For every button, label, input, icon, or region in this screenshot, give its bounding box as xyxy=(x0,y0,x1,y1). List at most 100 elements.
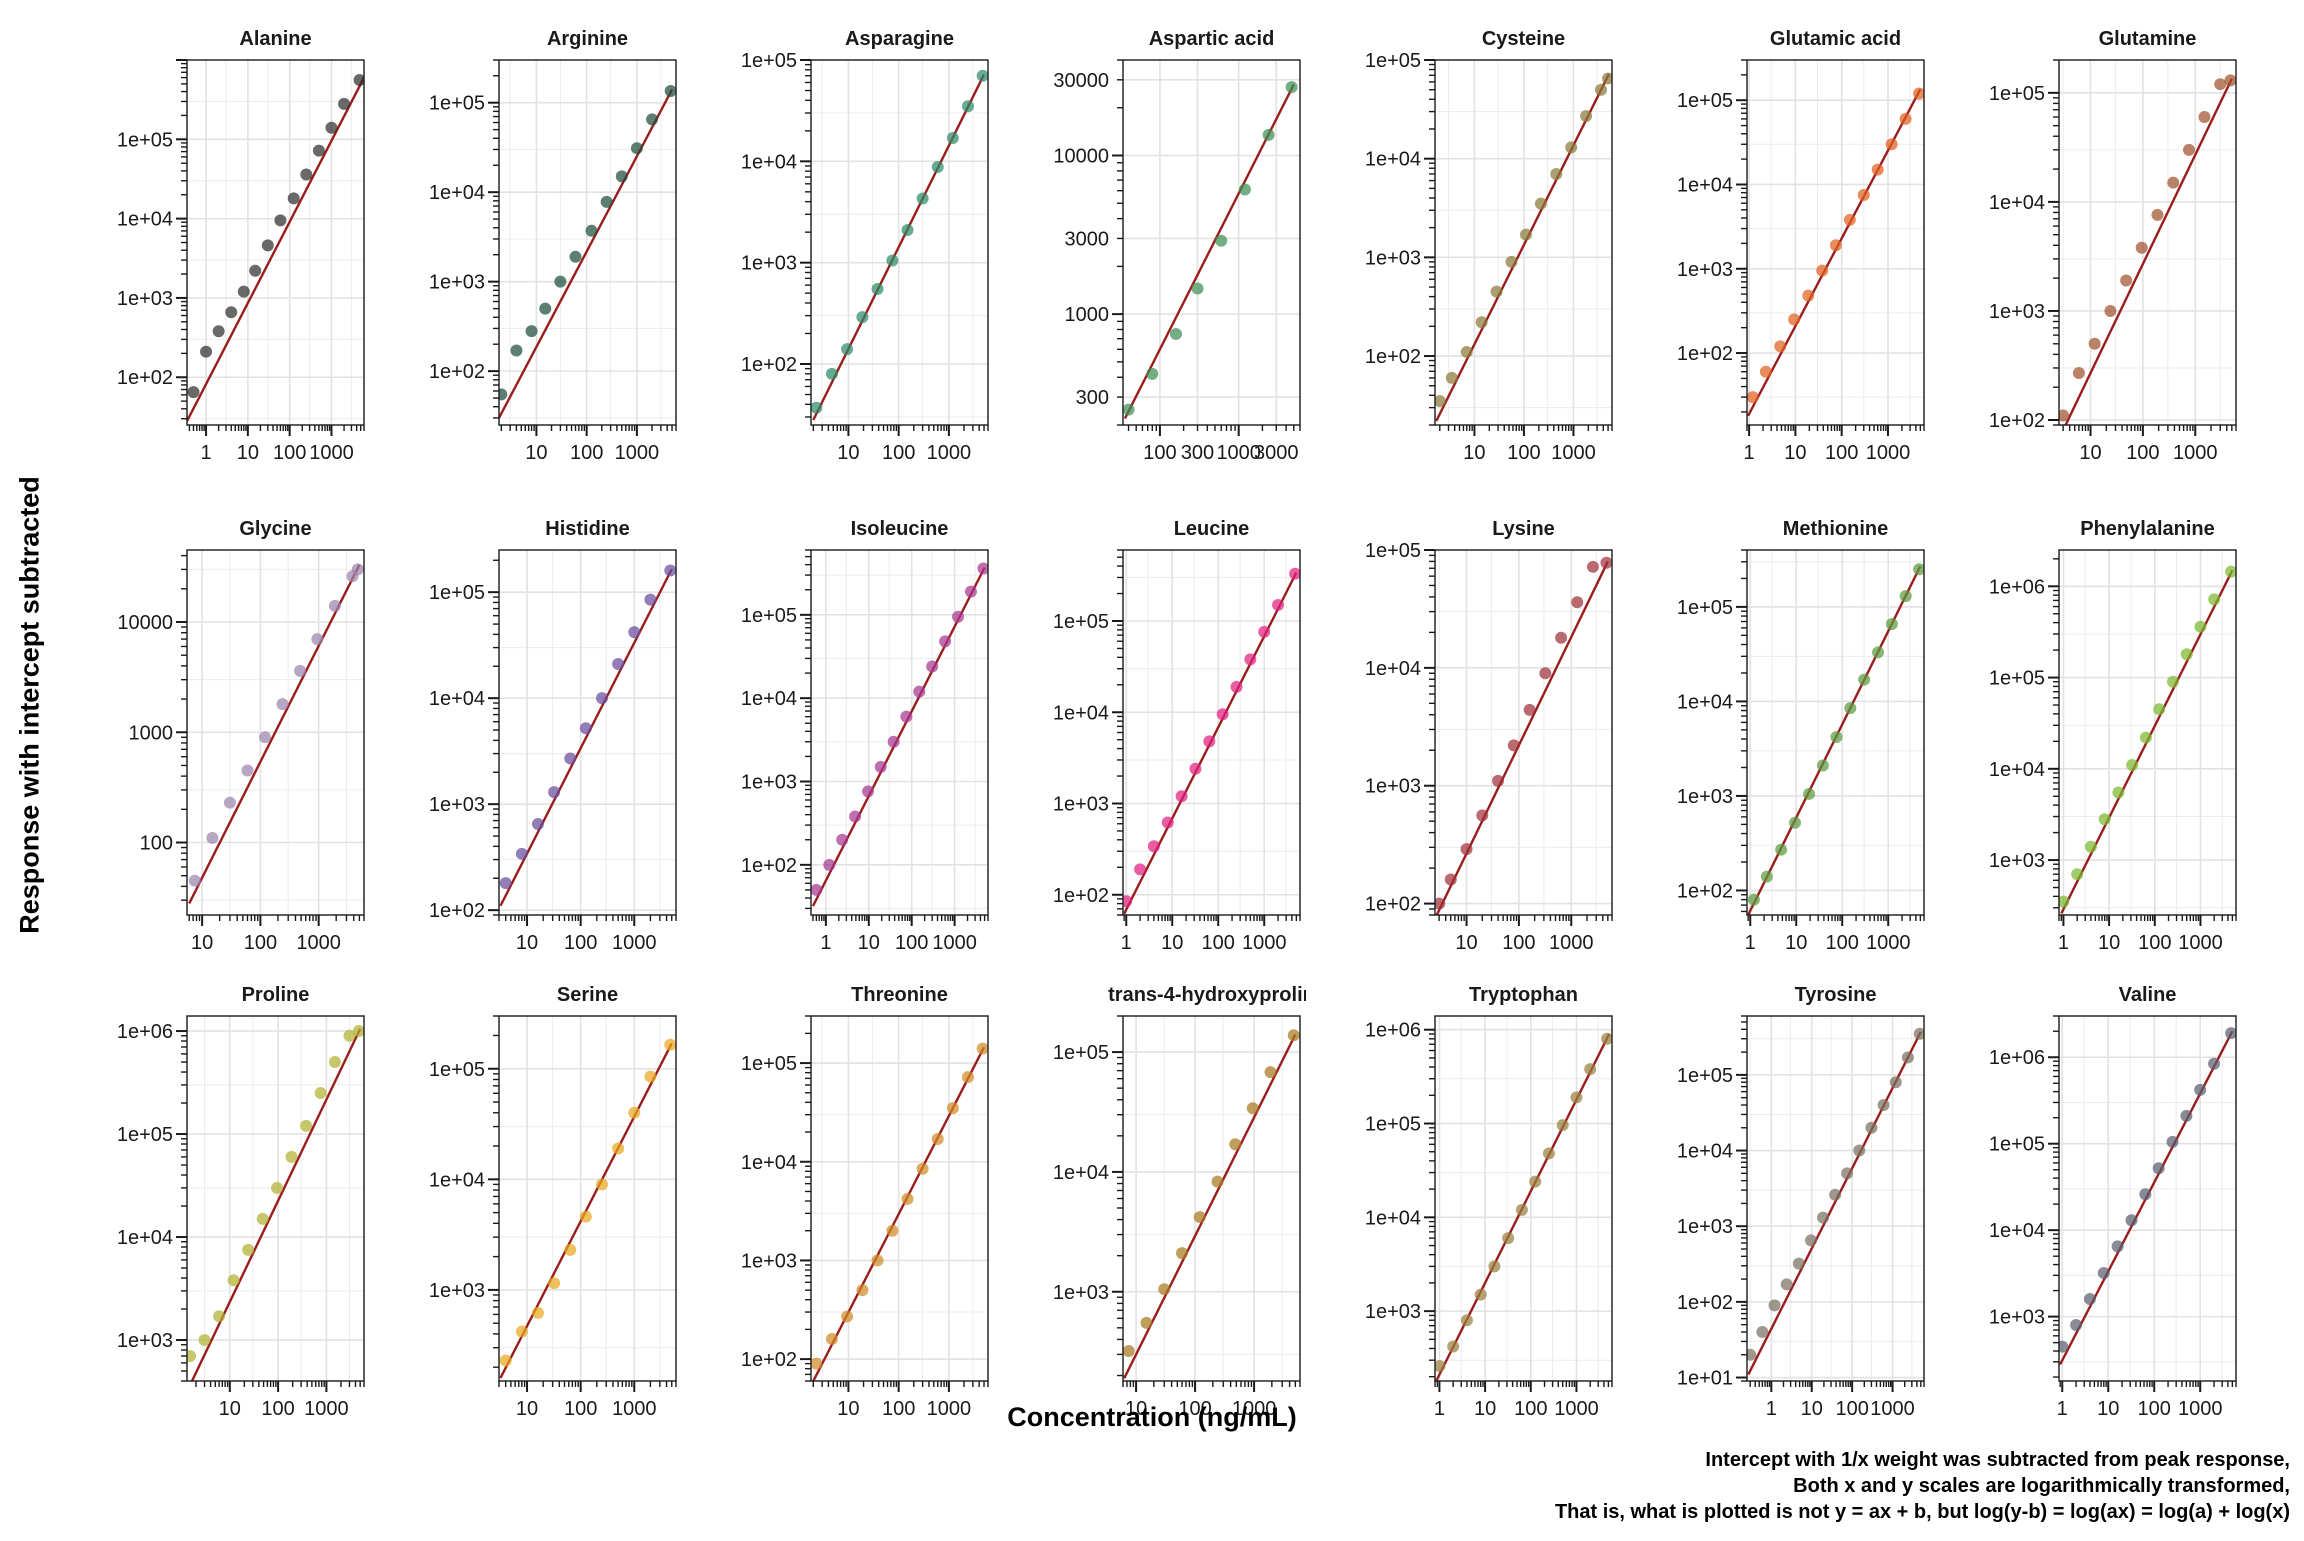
x-tick-label: 10 xyxy=(1161,932,1183,954)
x-axis: 1 10 100 1000 xyxy=(188,425,365,464)
data-point xyxy=(2104,304,2117,317)
data-point xyxy=(1775,843,1788,856)
data-point xyxy=(1492,774,1505,787)
y-tick-label: 1e+04 xyxy=(1989,1220,2045,1242)
data-point xyxy=(1191,282,1204,295)
plot-frame xyxy=(498,549,677,916)
panel-alanine: Alanine 1 10 100 1000 1e+02 1e+03 1e+04 1e+05 xyxy=(117,28,365,464)
data-point xyxy=(1211,1175,1224,1188)
data-point xyxy=(510,344,523,357)
x-tick-label: 100 xyxy=(2138,1398,2171,1420)
x-tick-label: 100 xyxy=(895,932,928,954)
x-axis: 1 10 100 1000 xyxy=(2058,915,2237,954)
fit-line xyxy=(187,77,364,422)
data-point xyxy=(2180,1109,2193,1122)
y-tick-label: 10000 xyxy=(117,612,173,634)
data-point xyxy=(952,610,965,623)
x-axis: 1 10 100 1000 xyxy=(2057,1381,2237,1420)
y-tick-label: 1e+04 xyxy=(1053,702,1109,724)
data-point xyxy=(188,874,201,887)
data-point xyxy=(2059,895,2070,908)
grid xyxy=(1123,550,1300,915)
grid xyxy=(811,1016,988,1381)
data-point xyxy=(1238,183,1251,196)
fit-line xyxy=(811,566,986,907)
data-point xyxy=(1802,289,1815,302)
data-point xyxy=(1805,1234,1818,1247)
data-point xyxy=(962,1071,975,1084)
x-tick-label: 1000 xyxy=(1216,442,1261,464)
data-point xyxy=(900,710,913,723)
data-point xyxy=(2208,593,2221,606)
y-tick-label: 1e+03 xyxy=(1677,786,1733,808)
panel-title: Arginine xyxy=(547,28,628,50)
data-point xyxy=(2059,409,2070,422)
panel-serine: Serine 10 100 1000 1e+03 1e+04 1e+05 xyxy=(429,984,677,1420)
data-point xyxy=(1203,735,1216,748)
panel-leucine: Leucine 1 10 100 1000 1e+02 1e+03 1e+04 1e+05 xyxy=(1053,518,1301,954)
y-axis-title-area: Response with intercept subtracted xyxy=(0,0,60,1410)
data-point xyxy=(2059,1340,2069,1353)
data-point xyxy=(2083,1292,2096,1305)
data-point xyxy=(916,192,929,205)
x-tick-label: 300 xyxy=(1181,442,1214,464)
data-point xyxy=(1123,403,1135,416)
panel-title: Serine xyxy=(557,984,618,1006)
x-tick-label: 10 xyxy=(858,932,880,954)
x-axis: 10 100 1000 xyxy=(2062,425,2237,464)
data-point xyxy=(2112,786,2125,799)
y-axis: 1e+03 1e+04 1e+05 1e+06 xyxy=(1989,558,2059,909)
x-tick-label: 10 xyxy=(1801,1398,1823,1420)
data-point xyxy=(1505,255,1518,268)
data-point xyxy=(1913,87,1924,100)
data-point xyxy=(874,760,887,773)
panel-title: Glycine xyxy=(239,518,311,540)
data-point xyxy=(1913,1027,1924,1040)
y-axis: 1e+02 1e+03 1e+04 1e+05 xyxy=(117,59,187,420)
data-point xyxy=(499,1354,512,1367)
data-point xyxy=(946,131,959,144)
data-point xyxy=(548,1277,561,1290)
data-point xyxy=(946,1102,959,1115)
y-tick-label: 1e+04 xyxy=(429,1169,485,1191)
data-point xyxy=(1601,1032,1612,1045)
data-point xyxy=(836,833,849,846)
y-axis: 1e+03 1e+04 1e+05 xyxy=(1053,1015,1123,1377)
y-axis: 1e+02 1e+03 1e+04 1e+05 xyxy=(429,59,499,419)
data-points xyxy=(1747,563,1924,906)
x-tick-label: 10 xyxy=(1785,932,1807,954)
data-point xyxy=(1435,897,1446,910)
x-tick-label: 1000 xyxy=(309,442,354,464)
y-tick-label: 1e+05 xyxy=(1053,1042,1109,1064)
panel-title: Lysine xyxy=(1492,518,1555,540)
data-point xyxy=(976,1042,988,1055)
x-tick-label: 1 xyxy=(1121,932,1132,954)
caption-line-3: That is, what is plotted is not y = ax +… xyxy=(1554,1501,2290,1523)
x-tick-label: 1000 xyxy=(2178,932,2223,954)
fit-line xyxy=(188,564,361,904)
x-tick-label: 10 xyxy=(1463,442,1485,464)
panel-arginine: Arginine 10 100 1000 1e+02 1e+03 1e+04 1e+05 xyxy=(429,28,677,464)
data-point xyxy=(939,635,952,648)
x-axis: 1 10 100 1000 xyxy=(1744,425,1925,464)
data-point xyxy=(646,113,659,126)
x-tick-label: 1000 xyxy=(2173,442,2218,464)
data-point xyxy=(1262,128,1275,141)
y-tick-label: 1000 xyxy=(129,722,174,744)
data-point xyxy=(977,562,988,575)
y-tick-label: 1e+03 xyxy=(741,253,797,275)
x-tick-label: 1000 xyxy=(1554,1398,1599,1420)
y-tick-label: 1e+05 xyxy=(741,1053,797,1075)
y-tick-label: 1e+03 xyxy=(117,288,173,310)
data-point xyxy=(1844,702,1857,715)
data-point xyxy=(1580,110,1593,123)
data-point xyxy=(1435,395,1446,408)
data-point xyxy=(579,722,592,735)
data-point xyxy=(1843,213,1856,226)
y-tick-label: 1e+04 xyxy=(1989,759,2045,781)
data-point xyxy=(2208,1057,2221,1070)
data-point xyxy=(871,282,884,295)
x-axis: 10 100 1000 xyxy=(500,425,677,464)
panel-methionine: Methionine 1 10 100 1000 1e+02 1e+03 1e+04 1e+05 xyxy=(1677,518,1925,954)
